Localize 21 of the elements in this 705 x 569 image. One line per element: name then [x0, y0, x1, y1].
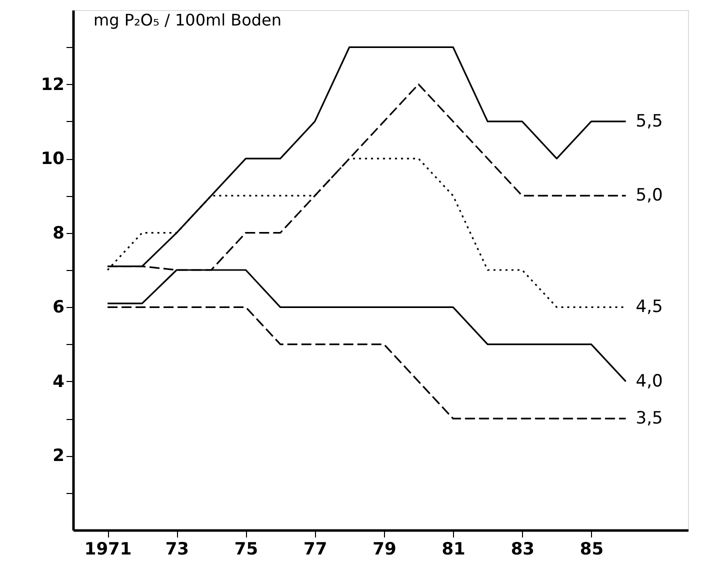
y-tick-label: 6 [52, 298, 64, 318]
y-tick-label: 4 [52, 372, 65, 392]
y-tick-label: 8 [52, 223, 64, 244]
x-tick-label: 85 [580, 540, 604, 560]
line-series [106, 306, 627, 420]
y-tick-label: 2 [52, 446, 64, 466]
x-tick-label: 79 [372, 540, 396, 560]
x-tick-label: 83 [510, 540, 534, 560]
x-tick-label: 81 [442, 540, 466, 560]
series-label: 5,0 [636, 186, 663, 206]
series-label: 4,0 [636, 371, 663, 392]
y-tick-label: 10 [40, 149, 65, 170]
x-tick-label: 73 [165, 540, 189, 560]
x-tick-label: 75 [234, 540, 258, 560]
series-label: 3,5 [636, 408, 663, 429]
y-axis-title: mg P₂O₅ / 100ml Boden [94, 10, 282, 30]
y-tick-label: 12 [40, 74, 64, 95]
x-tick-label: 1971 [84, 540, 132, 560]
series-label: 5,5 [636, 111, 663, 132]
series-label: 4,5 [636, 297, 663, 318]
x-tick-label: 77 [304, 540, 328, 560]
